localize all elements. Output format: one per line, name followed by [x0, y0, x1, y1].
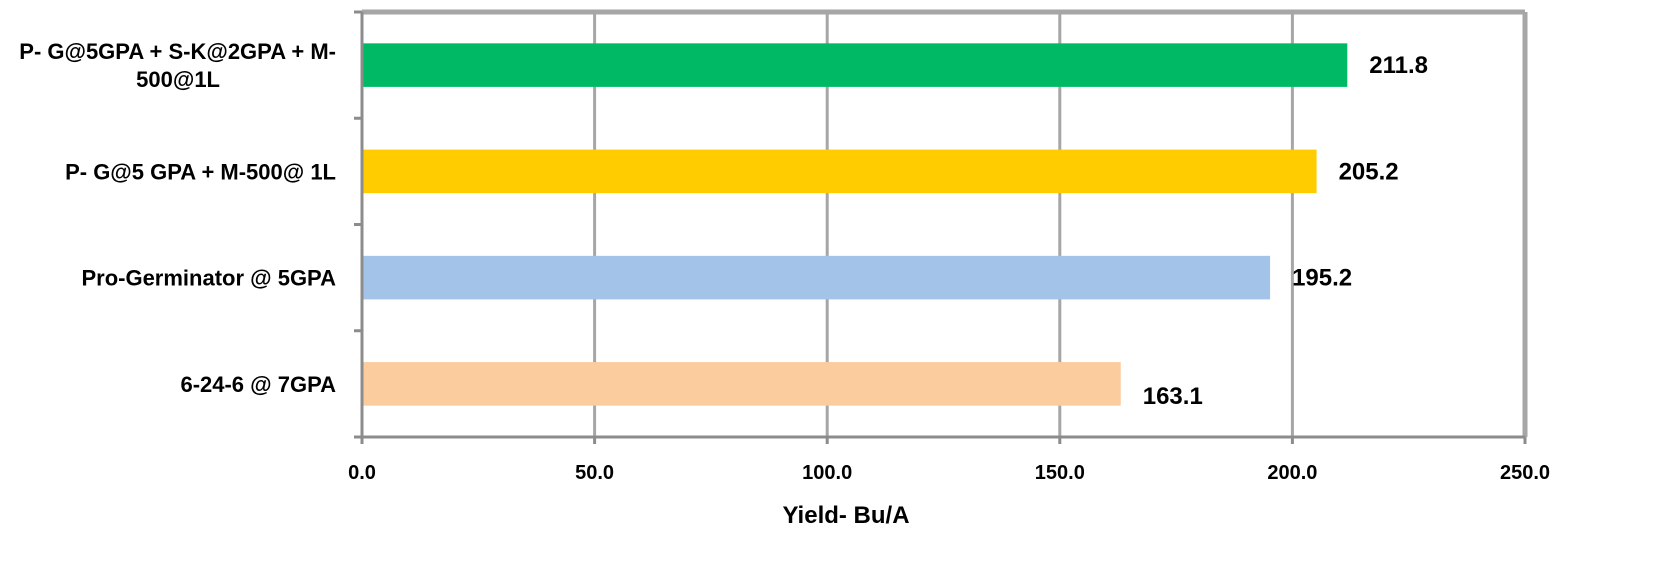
- x-tick-label: 200.0: [1267, 462, 1317, 484]
- category-label: Pro-Germinator @ 5GPA: [81, 266, 336, 291]
- data-label: 205.2: [1339, 158, 1399, 185]
- x-tick-label: 150.0: [1035, 462, 1085, 484]
- data-label: 195.2: [1292, 265, 1352, 292]
- x-tick-label: 100.0: [802, 462, 852, 484]
- axes: [354, 9, 1528, 444]
- bar: [362, 255, 1271, 300]
- bar: [362, 362, 1121, 406]
- data-label: 211.8: [1369, 52, 1428, 79]
- x-tick-label: 250.0: [1500, 462, 1550, 484]
- labels: 0.0 50.0 100.0 150.0 200.0 250.0 211.8 P- G@5GP…: [19, 39, 1550, 484]
- x-tick-label: 0.0: [348, 462, 376, 484]
- category-label: P- G@5GPA + S-K@2GPA + M-500@1L: [19, 39, 336, 92]
- bar: [362, 149, 1317, 194]
- bars: [362, 43, 1348, 406]
- data-label: 163.1: [1143, 383, 1203, 410]
- bar: [362, 43, 1348, 87]
- x-axis-title: Yield- Bu/A: [782, 502, 909, 529]
- category-label: P- G@5 GPA + M-500@ 1L: [65, 159, 336, 184]
- category-label: 6-24-6 @ 7GPA: [180, 372, 336, 397]
- x-tick-label: 50.0: [575, 462, 614, 484]
